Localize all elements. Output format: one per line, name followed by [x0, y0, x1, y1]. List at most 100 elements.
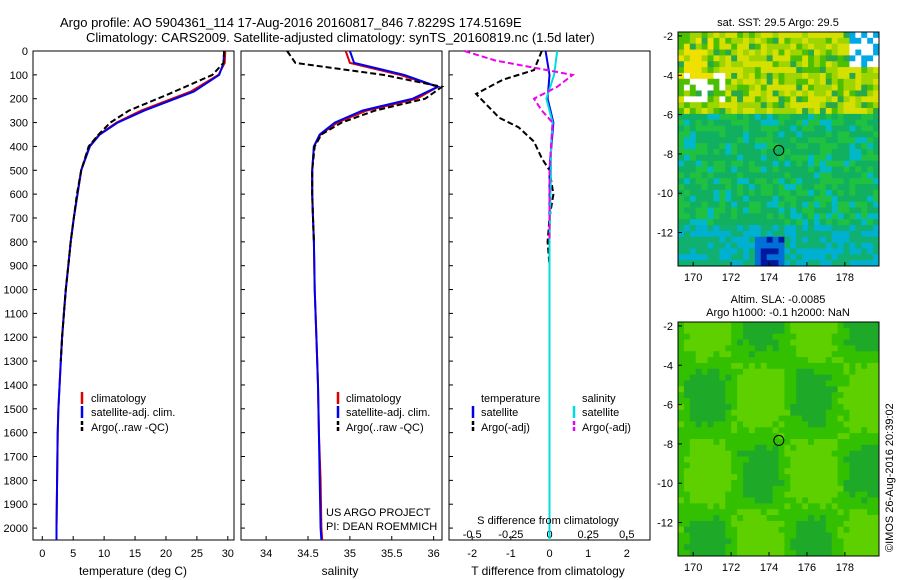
map-cell [678, 55, 685, 62]
map-cell [701, 491, 708, 498]
map-cell [701, 125, 708, 132]
map-cell [813, 102, 821, 109]
map-cell [843, 351, 850, 358]
map-cell [867, 96, 874, 103]
map-cell [873, 119, 880, 126]
map-cell [743, 474, 750, 481]
map-cell [843, 236, 850, 243]
map-cell [819, 380, 827, 387]
map-cell [683, 254, 691, 261]
map-cell [831, 90, 839, 97]
map-cell [837, 166, 844, 173]
map-cell [772, 427, 779, 434]
map-cell [760, 178, 768, 185]
map-cell [837, 386, 844, 393]
map-cell [855, 345, 862, 352]
map-cell [849, 143, 856, 150]
map-cell [861, 154, 868, 162]
map-cell [719, 90, 726, 97]
map-cell [831, 225, 839, 232]
map-cell [725, 72, 732, 80]
map-cell [754, 84, 762, 91]
map-cell [743, 421, 750, 428]
map-cell [861, 125, 868, 132]
map-cell [855, 526, 862, 533]
map-cell [772, 189, 779, 197]
map-cell [678, 125, 685, 132]
map-cell [701, 398, 708, 405]
map-cell [819, 327, 827, 335]
map-cell [843, 78, 850, 86]
map-cell [790, 526, 797, 533]
map-cell [760, 125, 768, 132]
map-cell [825, 236, 833, 243]
map-cell [743, 526, 750, 533]
map-cell [855, 143, 862, 150]
map-cell [689, 166, 697, 173]
map-cell [695, 84, 703, 91]
map-cell [760, 398, 768, 405]
map-cell [843, 392, 850, 399]
map-cell [873, 201, 880, 208]
map-cell [695, 322, 703, 329]
map-cell [707, 456, 714, 463]
map-cell [813, 368, 821, 376]
map-cell [731, 207, 738, 214]
map-cell [825, 102, 833, 109]
map-cell [861, 351, 868, 358]
map-cell [873, 515, 880, 522]
map-cell [843, 415, 850, 422]
map-cell [802, 149, 809, 156]
map-cell [689, 149, 697, 156]
map-cell [813, 403, 821, 411]
map-cell [802, 143, 809, 150]
map-cell [778, 248, 785, 255]
map-cell [737, 260, 744, 267]
map-cell [772, 84, 779, 91]
map-cell [719, 439, 726, 446]
map-cell [778, 37, 785, 45]
map-cell [825, 339, 833, 346]
map-cell [873, 509, 880, 516]
legend-t-argo-label: Argo(-adj) [481, 422, 530, 434]
map-cell [748, 102, 756, 109]
map-cell [766, 84, 773, 91]
map-cell [825, 327, 833, 335]
map-cell [784, 96, 791, 103]
map-cell [813, 195, 821, 203]
map-cell [725, 260, 732, 267]
map-cell [743, 219, 750, 226]
map-cell [784, 84, 791, 91]
map-cell [748, 392, 756, 399]
map-cell [784, 172, 791, 179]
map-cell [831, 468, 839, 475]
depth-tick-label: 1700 [4, 452, 28, 464]
map-cell [819, 43, 827, 50]
map-cell [849, 409, 856, 416]
map-cell [737, 137, 744, 144]
map-cell [784, 189, 791, 197]
temperature-legend: climatology satellite-adj. clim. Argo(..… [80, 392, 175, 434]
map-cell [843, 160, 850, 167]
map-cell [808, 149, 815, 156]
map-cell [766, 409, 773, 416]
map-cell [867, 230, 874, 238]
map-cell [695, 195, 703, 203]
map-cell [737, 213, 744, 220]
map-cell [748, 398, 756, 405]
map-cell [813, 380, 821, 387]
map-cell [837, 462, 844, 469]
map-cell [719, 137, 726, 144]
map-cell [731, 254, 738, 261]
map-cell [784, 468, 791, 475]
map-cell [825, 260, 833, 267]
map-cell [731, 78, 738, 86]
map-cell [713, 166, 720, 173]
map-cell [754, 90, 762, 97]
map-cell [713, 497, 720, 504]
map-cell [855, 439, 862, 446]
map-cell [796, 474, 803, 481]
map-cell [689, 84, 697, 91]
map-cell [861, 43, 868, 50]
map-cell [731, 357, 738, 364]
